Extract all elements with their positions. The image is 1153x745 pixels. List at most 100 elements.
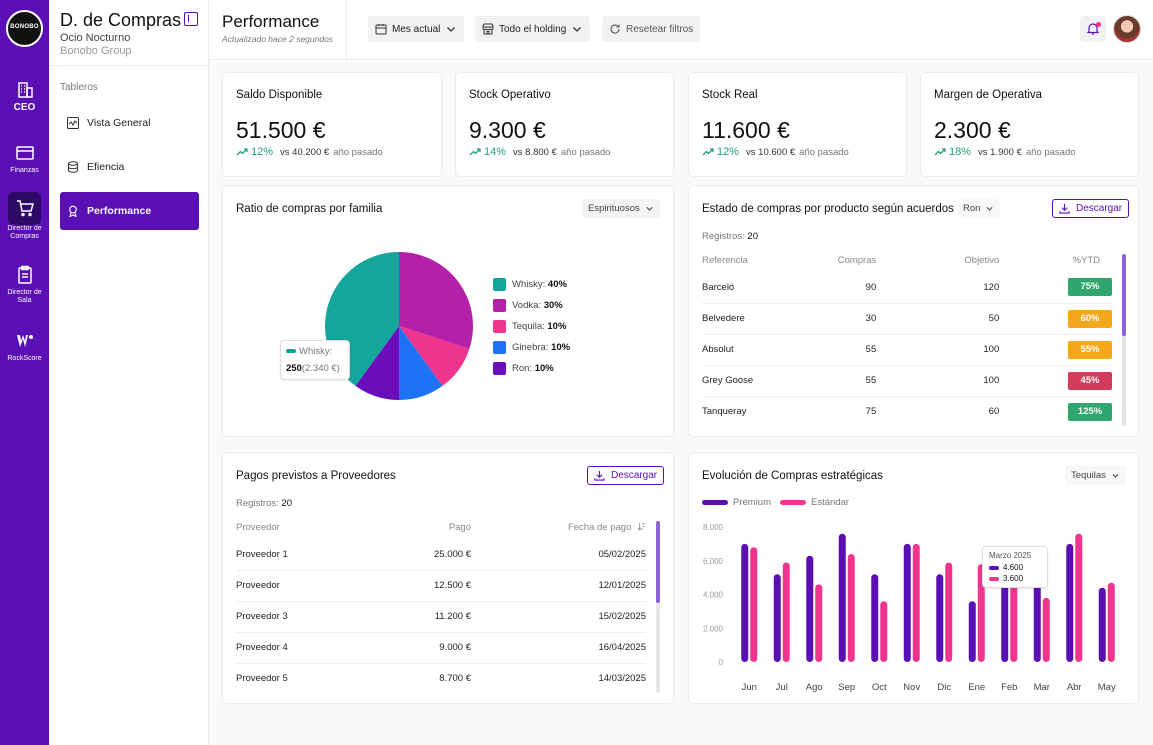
- column-header[interactable]: Compras: [837, 254, 877, 266]
- bar-estndar-ago[interactable]: [815, 584, 823, 662]
- user-avatar[interactable]: [1113, 15, 1141, 43]
- sidebar-subtitle: Ocio Nocturno: [60, 32, 131, 44]
- kpi-comparison: 12% vs 10.600 € año pasado: [702, 146, 849, 158]
- cell-referencia: Barceló: [702, 281, 735, 293]
- table-scrollbar[interactable]: [1122, 254, 1126, 426]
- bar-estndar-sep[interactable]: [847, 554, 855, 662]
- bar-estndar-ene[interactable]: [977, 564, 985, 662]
- rail-item-ceo[interactable]: CEO: [0, 80, 49, 113]
- table-row[interactable]: Proveedor 5 8.700 € 14/03/2025: [236, 662, 646, 694]
- rail-item-director-compras[interactable]: Director de Compras: [0, 192, 49, 241]
- bar-estndar-mar[interactable]: [1042, 597, 1050, 662]
- rail-item-finanzas[interactable]: Finanzas: [0, 143, 49, 175]
- sidebar-item-vista-general[interactable]: Vista General: [60, 104, 199, 142]
- bar-premium-sep[interactable]: [838, 533, 846, 662]
- column-header[interactable]: %YTD: [1072, 254, 1100, 266]
- rail-label: Finanzas: [10, 167, 39, 174]
- bar-estndar-abr[interactable]: [1075, 533, 1083, 662]
- kpi-previous-suffix: año pasado: [799, 146, 849, 158]
- sidebar-item-performance[interactable]: Performance: [60, 192, 199, 230]
- bar-estndar-jun[interactable]: [750, 547, 758, 662]
- bar-estndar-oct[interactable]: [880, 601, 888, 662]
- cell-objetivo: 120: [983, 281, 1000, 293]
- pie-slice-vodka[interactable]: [399, 252, 473, 349]
- bar-premium-feb[interactable]: [1001, 577, 1009, 662]
- table-row[interactable]: Grey Goose 55 100 45%: [702, 364, 1112, 396]
- table-scrollbar[interactable]: [656, 521, 660, 693]
- kpi-card-saldo: Saldo Disponible 51.500 € 12% vs 40.200 …: [222, 72, 442, 177]
- sidebar-item-label: Performance: [87, 205, 152, 217]
- period-filter-label: Mes actual: [392, 23, 441, 35]
- ytd-badge: 75%: [1068, 278, 1112, 297]
- bar-estndar-may[interactable]: [1107, 582, 1115, 662]
- table-row[interactable]: Proveedor 4 9.000 € 16/04/2025: [236, 631, 646, 663]
- download-label: Descargar: [1076, 203, 1123, 214]
- collapse-sidebar-icon[interactable]: [184, 12, 198, 26]
- legend-swatch: [493, 362, 506, 375]
- kpi-previous-suffix: año pasado: [1025, 146, 1076, 158]
- bar-premium-dic[interactable]: [936, 574, 944, 662]
- notification-dot: [1096, 22, 1101, 27]
- bar-premium-abr[interactable]: [1066, 543, 1074, 662]
- download-button[interactable]: Descargar: [587, 466, 665, 485]
- tooltip-value-estandar: 3.600: [1003, 574, 1024, 583]
- table-row[interactable]: Barceló 90 120 75%: [702, 272, 1112, 303]
- legend-label: Estándar: [811, 497, 850, 508]
- kpi-value: 51.500 €: [236, 117, 326, 143]
- notifications-button[interactable]: [1080, 16, 1106, 42]
- evolucion-compras-card: Evolución de Compras estratégicas Tequil…: [688, 452, 1139, 704]
- pie-legend: Whisky: 40% Vodka: 30% Tequila: 10% Gine…: [493, 278, 613, 388]
- bar-estndar-nov[interactable]: [912, 543, 920, 662]
- bar-premium-nov[interactable]: [903, 543, 911, 662]
- rail-item-director-sala[interactable]: Director de Sala: [0, 265, 49, 305]
- download-button[interactable]: Descargar: [1052, 199, 1130, 218]
- table-row[interactable]: Belvedere 30 50 60%: [702, 302, 1112, 334]
- table-row[interactable]: Tanqueray 75 60 125%: [702, 395, 1112, 427]
- pie-slice-ron[interactable]: [355, 326, 399, 400]
- bonobo-logo[interactable]: BONOBO: [6, 10, 43, 47]
- table-row[interactable]: Proveedor 3 11.200 € 15/02/2025: [236, 600, 646, 632]
- column-header[interactable]: Objetivo: [964, 254, 1000, 266]
- category-filter[interactable]: Tequilas: [1065, 466, 1126, 485]
- bar-premium-mar[interactable]: [1033, 584, 1041, 662]
- bar-premium-ago[interactable]: [806, 555, 814, 662]
- cell-proveedor: Proveedor: [236, 569, 356, 601]
- bar-premium-jun[interactable]: [741, 543, 749, 662]
- table-row[interactable]: Proveedor 1 25.000 € 05/02/2025: [236, 539, 646, 570]
- bar-premium-ene[interactable]: [968, 601, 976, 662]
- table-row[interactable]: Proveedor 12.500 € 12/01/2025: [236, 569, 646, 601]
- cell-fecha: 14/03/2025: [471, 662, 646, 694]
- table-row[interactable]: Absolut 55 100 55%: [702, 333, 1112, 365]
- cell-proveedor: Proveedor 4: [236, 631, 356, 663]
- rail-label: CEO: [13, 102, 36, 113]
- product-filter[interactable]: Ron: [957, 199, 1001, 218]
- reset-filters-button[interactable]: Resetear filtros: [602, 16, 701, 42]
- bar-estndar-dic[interactable]: [945, 562, 953, 662]
- pie-slice-tequila[interactable]: [399, 326, 470, 386]
- family-filter[interactable]: Espirituosos: [582, 199, 660, 218]
- x-tick-label: May: [1098, 682, 1116, 693]
- cell-ytd: 55%: [999, 333, 1112, 365]
- column-header[interactable]: Referencia: [702, 254, 748, 266]
- scrollbar-thumb[interactable]: [1122, 254, 1126, 336]
- rail-item-rockscore[interactable]: RockScore: [0, 331, 49, 363]
- period-filter[interactable]: Mes actual: [368, 16, 465, 42]
- scope-filter[interactable]: Todo el holding: [475, 16, 591, 42]
- bar-premium-oct[interactable]: [871, 574, 879, 662]
- bar-estndar-jul[interactable]: [782, 562, 790, 662]
- bar-premium-may[interactable]: [1098, 587, 1106, 662]
- active-indicator: [8, 192, 41, 225]
- column-header[interactable]: Proveedor: [236, 521, 280, 533]
- pie-slice-ginebra[interactable]: [399, 326, 443, 400]
- bell-icon: [1087, 23, 1099, 35]
- scrollbar-thumb[interactable]: [656, 521, 660, 603]
- store-icon: [482, 23, 494, 35]
- column-header-sortable[interactable]: Fecha de pago: [471, 515, 646, 539]
- kpi-title: Stock Operativo: [469, 89, 551, 101]
- sidebar-item-efiencia[interactable]: Efiencia: [60, 148, 199, 186]
- bar-premium-jul[interactable]: [773, 574, 781, 662]
- cell-ytd: 75%: [999, 272, 1112, 303]
- chart-box-icon: [67, 117, 79, 129]
- cell-fecha: 12/01/2025: [471, 569, 646, 601]
- column-header[interactable]: Pago: [448, 521, 471, 533]
